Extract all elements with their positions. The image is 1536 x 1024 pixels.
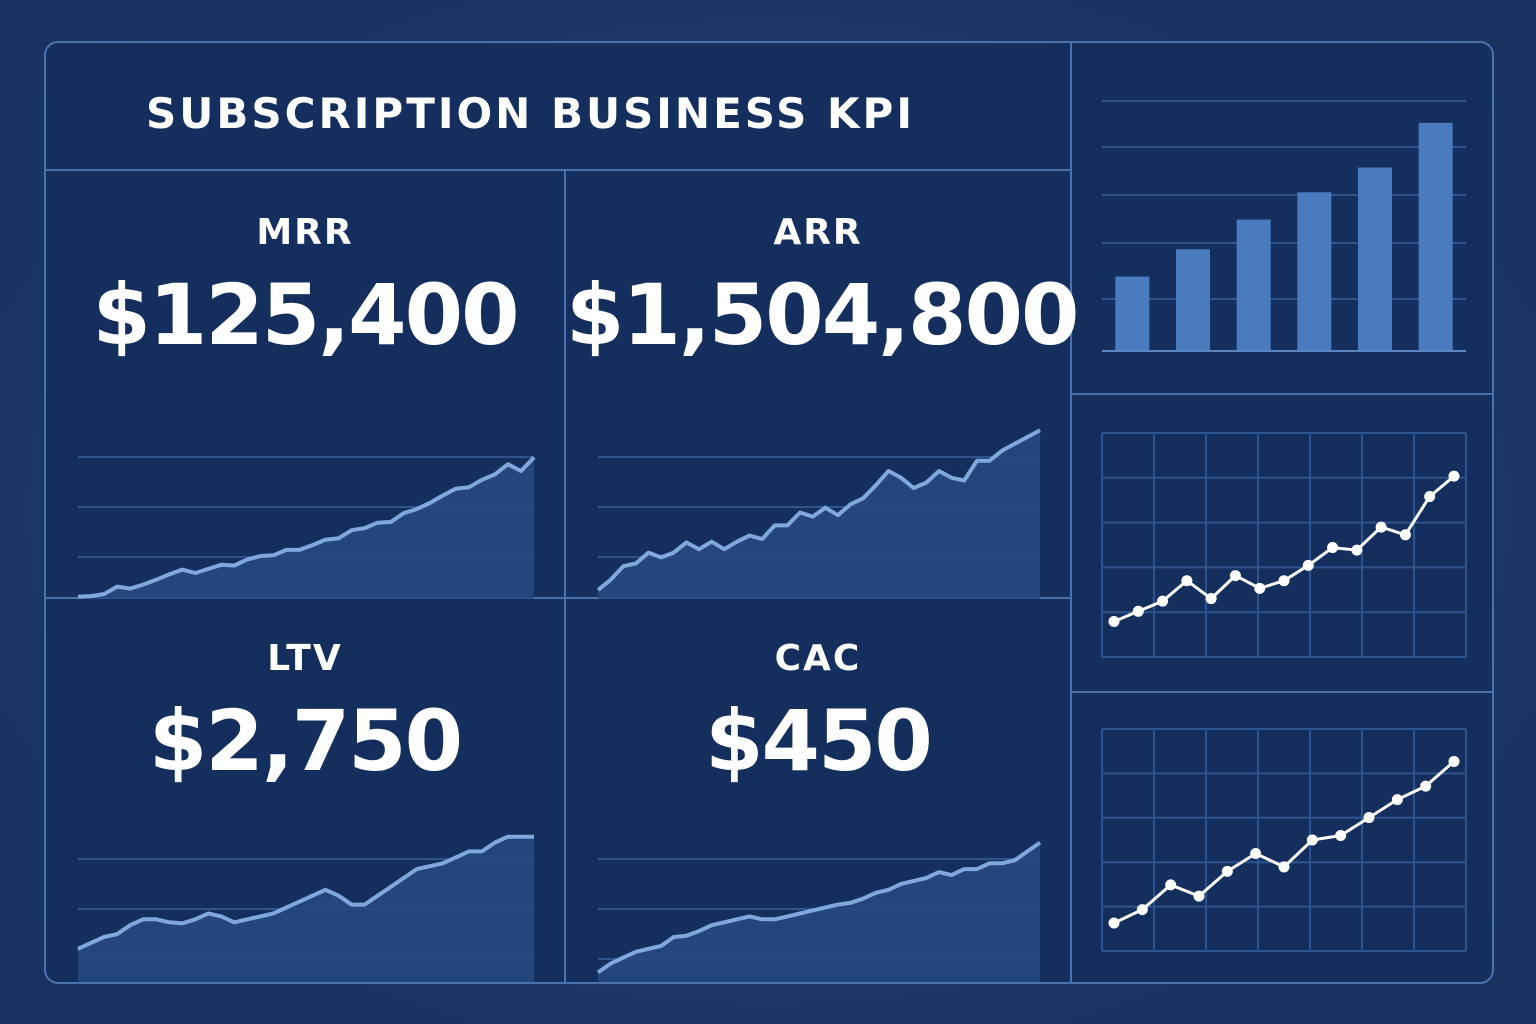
area-fill [598,430,1040,599]
data-point [1221,865,1233,877]
data-point [1399,529,1411,541]
kpi-card-ltv: LTV $2,750 [46,599,566,982]
cac-sparkline [596,840,1042,982]
bar [1176,249,1210,351]
data-point [1448,755,1460,767]
data-point [1363,812,1375,824]
ltv-sparkline [77,834,534,982]
bar [1358,167,1392,351]
mrr-sparkline [77,456,536,599]
data-point [1108,616,1120,627]
data-point [1132,605,1144,617]
kpi-value: $2,750 [148,692,463,790]
kpi-label: CAC [774,638,862,679]
data-point [1278,575,1290,587]
data-point [1165,879,1177,891]
line-chart-panel-1 [1072,395,1492,693]
data-point [1181,575,1193,587]
kpi-dashboard: SUBSCRIPTION BUSINESS KPI MRR $125,400 A… [44,41,1494,984]
series-line [77,456,536,599]
bar [1236,219,1271,351]
data-point [1302,559,1314,571]
data-point [1306,834,1318,846]
data-point [1193,890,1205,902]
data-point [1424,491,1436,503]
data-point [1250,847,1262,859]
series-line [77,834,534,951]
bar [1418,122,1453,351]
bar [1115,276,1150,351]
area-fill [598,842,1040,982]
data-point [1420,780,1432,792]
kpi-card-cac: CAC $450 [566,599,1072,982]
line-chart-panel-2 [1072,693,1492,982]
series-line [1113,760,1455,925]
data-point [1448,470,1460,482]
data-point [1157,595,1169,607]
bar-chart [1102,100,1466,352]
data-point [1351,544,1363,556]
line-chart-2 [1101,728,1467,952]
area-fill [78,836,534,982]
kpi-label: ARR [773,212,863,253]
kpi-card-mrr: MRR $125,400 [46,171,566,599]
dashboard-title: SUBSCRIPTION BUSINESS KPI [146,89,915,138]
series-line [596,840,1042,975]
arr-sparkline [596,428,1041,599]
data-point [1108,917,1120,929]
line-chart-1 [1101,432,1467,658]
kpi-value: $125,400 [92,266,519,364]
data-point [1375,521,1387,533]
data-point [1254,582,1266,594]
data-point [1229,570,1241,582]
data-point [1327,542,1339,554]
data-point [1391,794,1403,806]
data-point [1278,861,1290,873]
kpi-label: MRR [256,212,354,253]
title-panel: SUBSCRIPTION BUSINESS KPI [46,43,1072,171]
data-point [1136,904,1148,916]
kpi-card-arr: ARR $1,504,800 [566,171,1079,599]
kpi-value: $450 [705,692,933,790]
series-line [596,428,1041,592]
kpi-value: $1,504,800 [566,266,1079,364]
area-fill [78,457,534,599]
data-point [1205,593,1217,605]
bar [1297,192,1332,351]
bar-chart-panel [1072,43,1492,395]
kpi-label: LTV [267,638,343,679]
data-point [1335,830,1347,842]
